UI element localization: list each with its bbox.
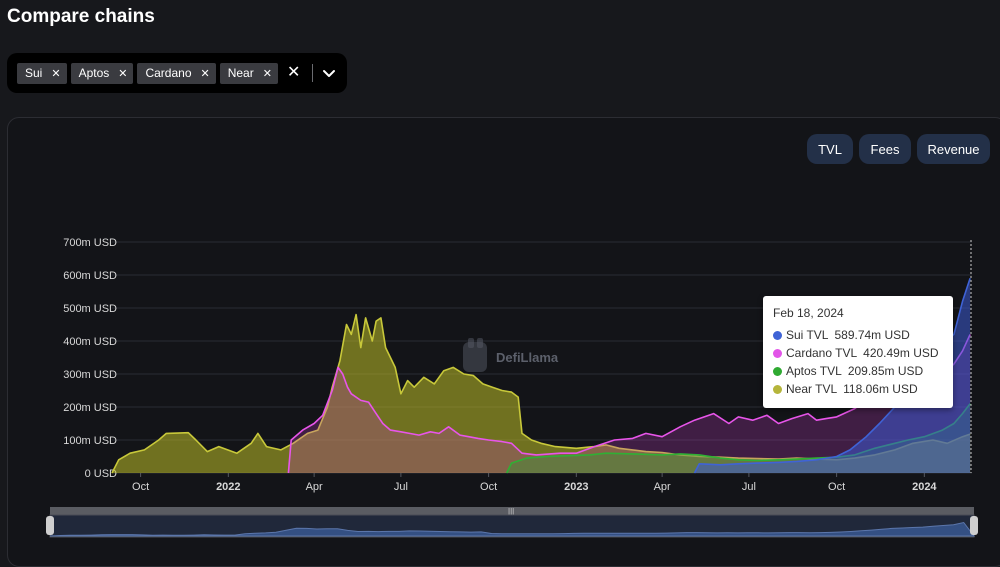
tooltip-date: Feb 18, 2024 [773,306,844,320]
tooltip-label: Sui TVL [786,328,829,342]
remove-cardano-icon[interactable]: ✕ [200,67,210,80]
near-dot-icon [773,384,782,394]
x-tick-label: Oct [828,481,845,493]
sui-dot-icon [773,330,782,340]
tooltip-row-sui: Sui TVL 589.74m USD [773,326,943,344]
x-tick-label: Jul [394,481,408,493]
remove-aptos-icon[interactable]: ✕ [118,67,128,80]
chip-label: Cardano [145,66,192,80]
y-tick-label: 700m USD [63,237,117,249]
cardano-line [287,334,971,474]
x-tick-label: Apr [654,481,671,493]
tooltip-row-near: Near TVL 118.06m USD [773,380,943,398]
defillama-logo-icon [463,338,487,372]
range-navigator[interactable]: ||| [46,507,978,538]
tooltip-row-aptos: Aptos TVL 209.85m USD [773,362,943,380]
tvl-tooltip: Feb 18, 2024 Sui TVL 589.74m USD Cardano… [763,296,953,408]
navigator-right-handle [970,516,978,535]
navigator-left-handle [46,516,54,535]
x-tick-label: Apr [306,481,323,493]
chip-near: Near ✕ [219,62,278,84]
navigator-mini-area [49,521,976,537]
y-tick-label: 100m USD [63,435,117,447]
x-tick-label: Oct [480,481,497,493]
chain-multiselect[interactable]: Sui ✕ Aptos ✕ Cardano ✕ Near ✕ ✕ [7,53,347,93]
fees-button[interactable]: Fees [859,134,911,164]
y-tick-label: 600m USD [63,270,117,282]
navigator-grip-icon: ||| [508,507,514,516]
tooltip-row-cardano: Cardano TVL 420.49m USD [773,344,943,362]
chip-label: Aptos [78,66,110,80]
chip-aptos: Aptos ✕ [70,62,134,84]
tvl-button[interactable]: TVL [807,134,853,164]
chip-label: Sui [25,66,43,80]
tooltip-label: Cardano TVL [786,346,858,360]
y-tick-label: 200m USD [63,402,117,414]
remove-near-icon[interactable]: ✕ [262,67,272,80]
navigator-track [50,507,974,515]
chevron-down-icon[interactable] [321,65,337,81]
y-tick-label: 400m USD [63,336,117,348]
tooltip-value: 209.85m USD [847,364,924,378]
chip-label: Near [227,66,254,80]
x-tick-label: Oct [132,481,149,493]
tooltip-value: 420.49m USD [863,346,939,360]
remove-sui-icon[interactable]: ✕ [51,67,61,80]
tooltip-label: Near TVL [786,382,838,396]
clear-all-icon[interactable]: ✕ [287,64,301,81]
cardano-area [288,334,971,473]
chip-sui: Sui ✕ [17,62,67,84]
near-area [112,314,971,473]
y-tick-label: 300m USD [63,369,117,381]
x-axis: Oct 2022 Apr Jul Oct 2023 Apr Jul Oct 2024 [132,473,937,493]
sui-area [694,278,971,473]
select-divider [312,64,313,82]
series-layer [111,278,971,474]
tooltip-label: Aptos TVL [786,364,842,378]
tooltip-value: 118.06m USD [843,382,918,396]
x-tick-label: 2023 [564,481,588,493]
tooltip-value: 589.74m USD [834,328,910,342]
x-tick-label: 2024 [912,481,937,493]
revenue-button[interactable]: Revenue [917,134,990,164]
y-tick-label: 500m USD [63,303,117,315]
watermark-text: DefiLlama [496,350,559,365]
page-title: Compare chains [7,6,155,27]
x-tick-label: Jul [742,481,756,493]
cardano-dot-icon [773,348,782,358]
chip-cardano: Cardano ✕ [137,62,216,84]
x-tick-label: 2022 [216,481,240,493]
aptos-dot-icon [773,366,782,376]
watermark: DefiLlama [463,338,559,372]
near-line [111,313,971,474]
y-tick-label: 0 USD [85,468,117,480]
y-axis: 0 USD 100m USD 200m USD 300m USD 400m USD 500… [63,237,117,480]
